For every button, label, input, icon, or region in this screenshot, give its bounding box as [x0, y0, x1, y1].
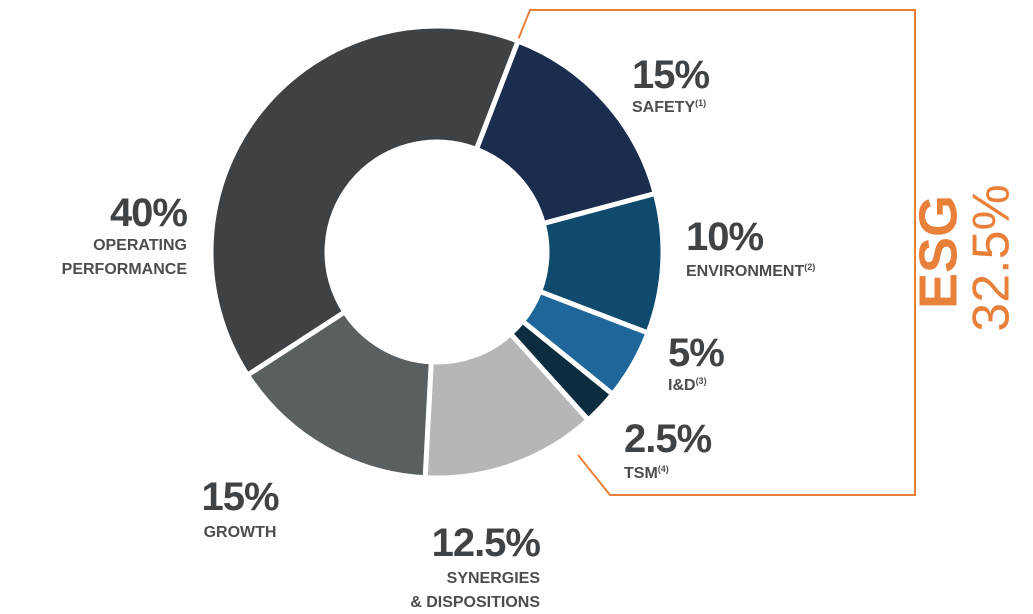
footnote-marker: (3) — [696, 376, 707, 386]
category-line: I&D — [668, 377, 696, 394]
footnote-marker: (1) — [695, 98, 706, 108]
category-line: ENVIRONMENT — [686, 263, 804, 280]
category-line: SAFETY — [632, 99, 695, 116]
category-label: I&D(3) — [668, 376, 707, 394]
category-label: SAFETY(1) — [632, 98, 706, 116]
value-label: 15% — [201, 475, 278, 519]
category-line: OPERATING — [93, 237, 187, 254]
value-label: 10% — [686, 215, 763, 259]
esg-label: ESG — [908, 195, 968, 309]
esg-bracket — [517, 9, 916, 496]
value-label: 5% — [668, 331, 724, 375]
category-label: TSM(4) — [624, 464, 669, 482]
donut-slice — [208, 23, 522, 379]
footnote-marker: (4) — [658, 464, 669, 474]
donut-slice — [244, 308, 434, 481]
category-label: SYNERGIES & DISPOSITIONS — [410, 570, 540, 611]
footnote-marker: (2) — [804, 262, 815, 272]
esg-value: 32.5% — [963, 184, 1021, 331]
category-line: & DISPOSITIONS — [410, 594, 540, 611]
donut-slice — [422, 330, 592, 481]
value-label: 15% — [632, 53, 709, 97]
category-line: PERFORMANCE — [62, 261, 188, 278]
category-line: SYNERGIES — [447, 570, 541, 587]
value-label: 40% — [110, 191, 187, 235]
value-label: 12.5% — [432, 521, 541, 565]
donut-slice — [473, 37, 659, 227]
category-label: OPERATING PERFORMANCE — [62, 237, 188, 278]
category-label: ENVIRONMENT(2) — [686, 262, 815, 280]
category-line: TSM — [624, 465, 658, 482]
value-label: 2.5% — [624, 417, 712, 461]
category-line: GROWTH — [204, 524, 277, 541]
category-label: GROWTH — [204, 524, 277, 541]
